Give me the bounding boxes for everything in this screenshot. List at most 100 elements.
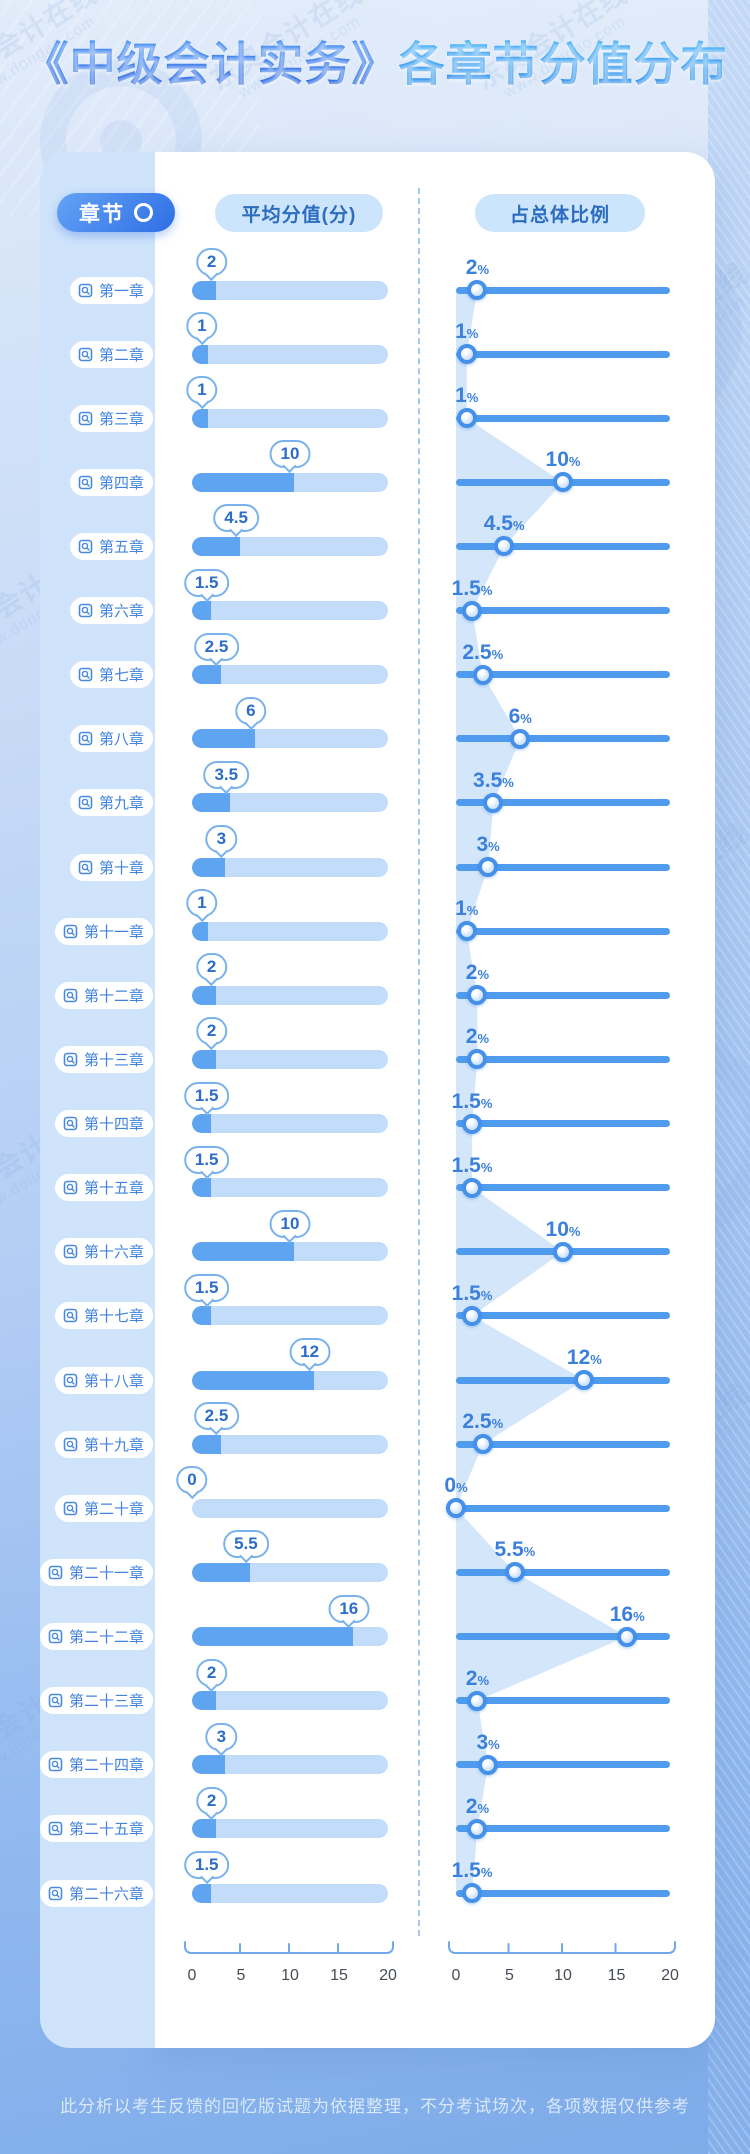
chapter-pill-label: 第二十章: [83, 1500, 144, 1518]
percent-value-label: 2.5%: [462, 1411, 503, 1432]
chapter-pill: 第十章: [69, 853, 153, 881]
avg-value-bubble: 12: [289, 1338, 331, 1372]
avg-value-bubble: 2.5: [193, 632, 240, 666]
chapter-doc-icon: [78, 732, 93, 746]
page-title: 《中级会计实务》各章节分值分布: [0, 28, 750, 94]
chapter-doc-icon: [63, 1373, 78, 1387]
percent-value-label: 3%: [476, 1732, 499, 1753]
chart-card: [155, 152, 715, 2048]
percent-sign: %: [491, 1416, 504, 1432]
percent-slider-line: [456, 1504, 670, 1512]
title-suffix: 各章节分值分布: [398, 38, 728, 90]
percent-number: 3.5: [473, 768, 503, 792]
percent-slider-line: [456, 863, 670, 871]
chapter-pill-label: 第六章: [98, 603, 144, 621]
chapter-column-header: 章节: [57, 193, 175, 232]
chapter-pill: 第十一章: [54, 917, 153, 945]
chapter-pill-label: 第二十五章: [68, 1821, 144, 1839]
chapter-doc-icon: [63, 924, 78, 938]
percent-value-label: 6%: [509, 706, 532, 727]
avg-bar-track: [192, 344, 388, 364]
chapter-doc-icon: [48, 1822, 63, 1836]
avg-value-bubble: 4.5: [213, 504, 259, 538]
avg-value-label: 1: [197, 316, 207, 336]
percent-slider-line: [456, 671, 670, 679]
percent-slider-handle: [483, 792, 504, 813]
chapter-pill-label: 第二十四章: [68, 1757, 144, 1775]
axis-tick-label: 0: [187, 1967, 197, 1984]
percent-number: 4.5: [483, 512, 513, 536]
chapter-pill: 第二十三章: [39, 1687, 153, 1715]
percent-slider-handle: [446, 1498, 466, 1519]
percent-slider-handle: [510, 728, 531, 749]
chapter-pill-label: 第十章: [98, 859, 144, 877]
chapter-pill: 第八章: [69, 725, 153, 753]
avg-value-label: 12: [300, 1342, 320, 1362]
chapter-pill-label: 第十三章: [83, 1051, 144, 1069]
percent-area-shape: [456, 290, 628, 1893]
percent-sign: %: [477, 967, 490, 983]
avg-bar-fill: [192, 1627, 353, 1647]
percent-slider-handle: [462, 600, 483, 621]
avg-bar-track: [192, 1883, 388, 1903]
percent-value-label: 1.5%: [452, 578, 493, 599]
percent-axis: [448, 1941, 676, 1954]
percent-sign: %: [480, 582, 493, 598]
percent-value-label: 2%: [466, 962, 489, 983]
percent-sign: %: [466, 326, 479, 342]
percent-slider-line: [456, 991, 670, 999]
percent-value-label: 1.5%: [452, 1091, 493, 1112]
avg-value-bubble: 10: [269, 1209, 311, 1243]
avg-value-label: 5.5: [234, 1534, 258, 1554]
percent-slider-line: [456, 350, 670, 358]
percent-number: 16: [609, 1602, 634, 1626]
chapter-pill-label: 第四章: [98, 474, 144, 492]
percent-slider-handle: [467, 1690, 488, 1711]
chapter-pill-label: 第一章: [98, 282, 144, 300]
percent-slider-handle: [462, 1177, 483, 1198]
percent-slider-handle: [462, 1883, 483, 1903]
chapter-pill: 第一章: [69, 276, 153, 304]
percent-slider-handle: [574, 1370, 595, 1391]
avg-bar-fill: [192, 472, 294, 492]
avg-bar-track: [192, 857, 388, 877]
avg-value-bubble: 0: [176, 1466, 208, 1500]
avg-value-bubble: 1: [186, 376, 218, 410]
percent-value-label: 2%: [466, 257, 489, 278]
axis-tick-label: 0: [451, 1967, 461, 1984]
percent-number: 5.5: [494, 1538, 524, 1562]
avg-bar-fill: [192, 921, 208, 941]
percent-slider-line: [456, 1825, 670, 1833]
chapter-doc-icon: [63, 1052, 78, 1067]
percent-slider-line: [456, 607, 670, 615]
chapter-doc-icon: [63, 1116, 78, 1131]
percent-value-label: 3%: [476, 834, 499, 855]
percent-slider-handle: [467, 985, 488, 1006]
percent-slider-line: [456, 1633, 670, 1641]
chapter-pill: 第二十章: [54, 1494, 153, 1522]
avg-bar-track: [192, 1242, 388, 1262]
avg-value-bubble: 1.5: [183, 1273, 230, 1307]
chapter-doc-icon: [48, 1565, 63, 1580]
percent-number: 2: [465, 1794, 478, 1818]
avg-bar-fill: [192, 1883, 211, 1903]
percent-number: 2: [465, 961, 478, 985]
percent-value-label: 2%: [466, 1026, 489, 1047]
percent-sign: %: [477, 262, 490, 277]
percent-value-label: 5.5%: [494, 1539, 535, 1560]
chapter-pill-label: 第八章: [98, 731, 144, 749]
avg-value-label: 3: [216, 1726, 227, 1746]
avg-value-label: 16: [339, 1598, 359, 1618]
avg-bar-fill: [192, 1178, 211, 1198]
percent-slider-line: [456, 1376, 670, 1384]
avg-value-label: 3.5: [214, 764, 239, 784]
avg-bar-fill: [192, 1819, 216, 1839]
axis-tick-label: 10: [554, 1967, 572, 1984]
percent-slider-handle: [467, 280, 488, 300]
axis-tick-label: 5: [236, 1967, 246, 1984]
chapter-pill-label: 第十八章: [83, 1372, 144, 1390]
avg-value-label: 2: [206, 1021, 217, 1041]
percent-slider-line: [456, 542, 670, 550]
